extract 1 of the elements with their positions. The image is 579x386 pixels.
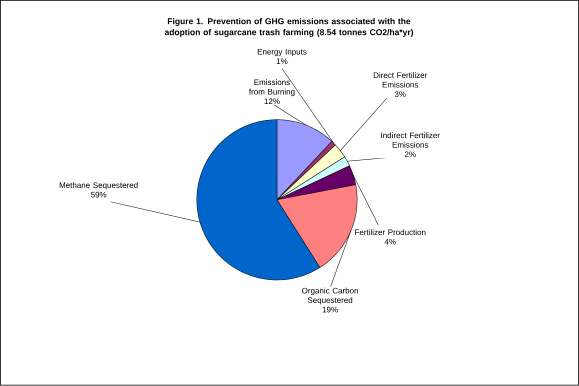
chart-title: Figure 1. Prevention of GHG emissions associated with the adoption of sugarcane trash farming (8.54 tonnes CO2/ha*yr) (164, 18, 414, 38)
